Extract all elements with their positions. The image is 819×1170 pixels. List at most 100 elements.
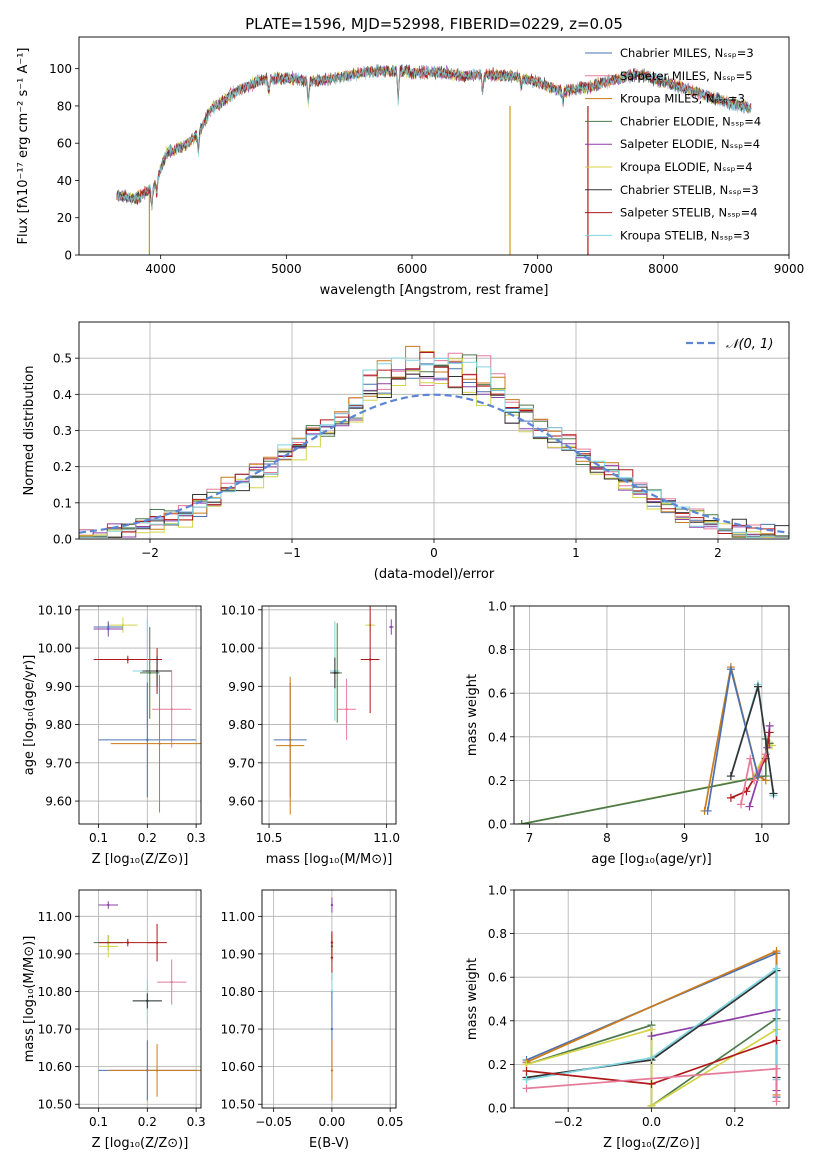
mass-vs-ebv-grid xyxy=(262,890,396,1108)
legend-label: 𝒩(0, 1) xyxy=(726,337,773,352)
weight-marker xyxy=(517,820,526,824)
x-tick-label: 0.1 xyxy=(89,831,108,845)
x-axis-label: age [log₁₀(age/yr)] xyxy=(591,852,712,867)
x-axis-label: wavelength [Angstrom, rest frame] xyxy=(320,283,549,298)
y-tick-label: 0.0 xyxy=(488,818,507,832)
weight-marker xyxy=(750,776,759,785)
y-tick-label: 10.90 xyxy=(221,947,255,961)
x-tick-label: 9000 xyxy=(774,262,805,276)
data-point xyxy=(146,738,149,742)
legend-label: Salpeter STELIB, Nₛₛₚ=4 xyxy=(620,206,758,220)
data-point xyxy=(155,669,159,673)
y-tick-label: 9.80 xyxy=(45,718,72,732)
weight-marker xyxy=(647,1053,656,1062)
y-tick-label: 11.00 xyxy=(38,910,72,924)
y-tick-label: 40 xyxy=(57,174,72,188)
weight-marker xyxy=(522,1075,531,1084)
residuals-legend: 𝒩(0, 1) xyxy=(686,337,773,352)
y-tick-label: 1.0 xyxy=(488,884,507,898)
spectrum-legend: Chabrier MILES, Nₛₛₚ=3 Salpeter MILES, Nₛ… xyxy=(585,46,761,242)
data-point xyxy=(146,999,149,1003)
x-tick-label: 8 xyxy=(603,831,611,845)
y-tick-label: 0 xyxy=(64,249,72,263)
y-tick-label: 0.5 xyxy=(53,352,72,366)
data-point xyxy=(330,1027,334,1031)
x-tick-label: 0.3 xyxy=(187,831,206,845)
legend-label: Salpeter ELODIE, Nₛₛₚ=4 xyxy=(620,137,760,151)
data-point xyxy=(368,658,372,661)
weight-vs-z-plot-area xyxy=(522,947,781,1108)
mass-vs-z-panel: 0.1 0.2 0.3 10.50 10.60 10.70 10.80 10.90 11.00 Z… xyxy=(22,889,206,1151)
y-tick-label: 0.2 xyxy=(488,774,507,788)
axes-frame xyxy=(261,889,397,1109)
x-tick-label: 11.0 xyxy=(373,831,400,845)
legend-label: Salpeter MILES, Nₛₛₚ=5 xyxy=(620,69,753,83)
data-point xyxy=(333,671,337,675)
age-vs-z-panel: 0.1 0.2 0.3 9.60 9.70 9.80 9.90 10.00 10.10 Z [lo… xyxy=(22,603,206,867)
y-axis-label: mass weight xyxy=(465,958,480,1040)
chart-title: PLATE=1596, MJD=52998, FIBERID=0229, z=0… xyxy=(245,15,623,33)
y-tick-label: 9.60 xyxy=(45,795,72,809)
normal-reference-curve xyxy=(79,393,789,534)
weight-marker xyxy=(726,793,735,802)
x-tick-label: 9 xyxy=(681,831,689,845)
x-tick-label: −0.2 xyxy=(554,1115,583,1129)
y-tick-label: 0.1 xyxy=(53,496,72,510)
y-tick-label: 10.60 xyxy=(221,1060,255,1074)
x-tick-label: 0 xyxy=(430,546,438,560)
x-axis-label: E(B-V) xyxy=(309,1136,349,1151)
age-vs-mass-grid xyxy=(262,606,396,824)
weight-marker xyxy=(647,1080,656,1089)
x-tick-label: −1 xyxy=(283,546,301,560)
weight-marker xyxy=(772,1036,781,1045)
weight-marker xyxy=(754,772,763,781)
legend-label: Kroupa STELIB, Nₛₛₚ=3 xyxy=(620,228,750,242)
weight-series-line xyxy=(706,668,759,812)
age-vs-mass-plot-area xyxy=(273,606,394,815)
weight-marker xyxy=(647,1032,656,1041)
data-point xyxy=(107,625,110,629)
y-tick-label: 10.50 xyxy=(221,1098,255,1112)
x-tick-label: 8000 xyxy=(648,262,679,276)
weight-marker xyxy=(761,776,770,785)
y-tick-label: 11.00 xyxy=(221,910,255,924)
x-tick-label: 5000 xyxy=(271,262,302,276)
mass-vs-z-grid xyxy=(79,890,201,1108)
weight-series-line xyxy=(526,1028,777,1108)
data-point xyxy=(121,623,125,627)
data-point xyxy=(390,625,393,629)
axes-frame xyxy=(513,889,790,1109)
weight-marker xyxy=(769,789,778,798)
mass-vs-z-plot-area xyxy=(93,901,201,1101)
data-point xyxy=(330,903,334,907)
weight-marker xyxy=(754,682,763,691)
weight-marker xyxy=(647,1101,656,1108)
y-tick-label: 10.80 xyxy=(221,985,255,999)
data-point xyxy=(107,945,110,948)
data-point xyxy=(155,1069,159,1072)
mass-vs-ebv-panel: −0.05 0.00 0.05 10.50 10.60 10.70 10.80 10.90 11… xyxy=(221,889,404,1151)
y-tick-label: 0.3 xyxy=(53,424,72,438)
x-tick-label: 0.2 xyxy=(138,1115,157,1129)
x-tick-label: 0.00 xyxy=(319,1115,346,1129)
y-tick-label: 0.0 xyxy=(488,1102,507,1116)
y-axis-label: Normed distribution xyxy=(22,366,37,496)
x-tick-label: 1 xyxy=(572,546,580,560)
residuals-panel: −2 −1 0 1 2 0.0 0.1 0.2 0.3 0.4 0.5 (data-model)/er… xyxy=(22,321,790,582)
mass-vs-ebv-plot-area xyxy=(330,897,334,1101)
data-point xyxy=(155,941,159,944)
spectrum-plot-area xyxy=(116,63,752,255)
y-tick-label: 0.8 xyxy=(488,643,507,657)
data-point xyxy=(170,708,173,711)
data-point xyxy=(330,956,334,959)
x-tick-label: 7 xyxy=(526,831,534,845)
y-tick-label: 9.70 xyxy=(45,756,72,770)
data-point xyxy=(345,708,348,711)
y-tick-label: 0.2 xyxy=(488,1058,507,1072)
weight-series-line xyxy=(651,1008,778,1091)
y-tick-label: 10.10 xyxy=(221,603,255,617)
weight-marker xyxy=(703,806,712,815)
x-axis-label: Z [log₁₀(Z/Z⊙)] xyxy=(92,1136,189,1151)
weight-marker xyxy=(522,1084,531,1093)
x-tick-label: 6000 xyxy=(397,262,428,276)
